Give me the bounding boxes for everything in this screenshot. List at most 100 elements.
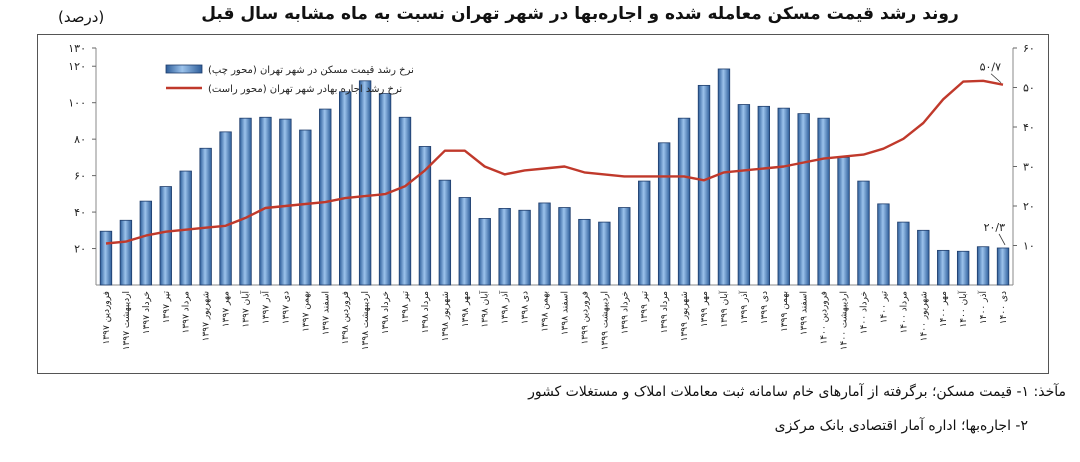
bar xyxy=(378,93,392,286)
x-tick-label: اردیبهشت ۱۳۹۷ xyxy=(122,291,132,350)
bar xyxy=(618,207,631,286)
right-tick-label: ۳۰ xyxy=(1023,161,1035,174)
legend-line-label: نرخ رشد اجاره بهادر شهر تهران (محور راست… xyxy=(208,84,402,95)
bar xyxy=(259,116,272,286)
bar xyxy=(917,229,930,286)
x-tick-label: دی ۱۳۹۷ xyxy=(281,291,291,324)
x-tick-label: اردیبهشت ۱۳۹۸ xyxy=(361,291,371,350)
annotation-rent-last: ۵۰/۷ xyxy=(980,61,1002,74)
right-tick-label: ۱۰ xyxy=(1023,240,1035,253)
annotation-rent-leader xyxy=(990,73,1002,84)
right-tick-label: ۴۰ xyxy=(1023,121,1035,134)
x-tick-label: دی ۱۴۰۰ xyxy=(999,291,1009,324)
x-tick-label: تیر ۱۳۹۸ xyxy=(401,291,411,324)
bar xyxy=(239,117,252,286)
bar xyxy=(717,68,731,286)
left-tick-label: ۴۰ xyxy=(74,206,86,219)
source-note-2: ۲- اجاره‌بها؛ اداره آمار اقتصادی بانک مر… xyxy=(774,418,1028,434)
bar xyxy=(677,117,691,286)
bar xyxy=(797,113,810,286)
x-tick-label: آذر ۱۳۹۸ xyxy=(499,291,511,325)
x-tick-label: مرداد ۱۴۰۰ xyxy=(899,291,909,334)
x-tick-label: اردیبهشت ۱۴۰۰ xyxy=(840,291,850,350)
bar xyxy=(119,219,133,286)
legend-bar-swatch xyxy=(165,64,203,74)
bar xyxy=(578,218,591,286)
annotation-price-leader xyxy=(998,233,1006,246)
bar xyxy=(139,200,153,286)
x-tick-label: خرداد ۱۳۹۹ xyxy=(620,291,630,334)
bar xyxy=(478,218,491,286)
x-tick-label: بهمن ۱۳۹۷ xyxy=(301,291,311,332)
x-tick-label: آبان ۱۳۹۹ xyxy=(718,291,730,328)
x-tick-label: آذر ۱۳۹۷ xyxy=(259,291,271,325)
bar xyxy=(757,105,770,286)
x-tick-label: آبان ۱۴۰۰ xyxy=(957,291,969,328)
x-tick-label: فروردین ۱۳۹۸ xyxy=(341,291,351,345)
legend-bar-label: نرخ رشد قیمت مسکن در شهر تهران (محور چپ) xyxy=(208,65,414,76)
bar xyxy=(179,170,192,286)
x-tick-label: مرداد ۱۳۹۹ xyxy=(660,291,670,334)
bar xyxy=(398,116,412,286)
annotation-price-last: ۲۰/۳ xyxy=(984,221,1006,234)
x-tick-label: آذر ۱۳۹۹ xyxy=(738,291,750,325)
bar xyxy=(558,207,571,286)
x-tick-label: فروردین ۱۳۹۹ xyxy=(580,291,590,345)
x-tick-label: اردیبهشت ۱۳۹۹ xyxy=(600,291,610,350)
x-tick-label: مهر ۱۴۰۰ xyxy=(939,291,949,327)
bar xyxy=(299,129,312,286)
x-tick-label: اسفند ۱۳۹۹ xyxy=(800,291,810,335)
bar xyxy=(339,91,352,286)
x-tick-label: مهر ۱۳۹۹ xyxy=(700,291,710,327)
bar xyxy=(837,156,850,286)
left-tick-label: ۱۰۰ xyxy=(68,97,86,110)
x-tick-label: تیر ۱۳۹۷ xyxy=(162,291,172,324)
bar xyxy=(219,131,232,286)
bar xyxy=(976,246,990,286)
bar xyxy=(498,208,511,286)
bar xyxy=(438,179,452,286)
x-tick-label: مهر ۱۳۹۷ xyxy=(222,291,232,327)
chart-svg: ۲۰ ۴۰ ۶۰ ۸۰ ۱۰۰ ۱۲۰ ۱۳۰ ۱۰ ۲۰ ۳۰ ۴۰ ۵۰ ۶۰ فروردین ۱۳۹… xyxy=(68,42,1035,350)
chart-title: روند رشد قیمت مسکن معامله شده و اجاره‌به… xyxy=(201,4,959,24)
x-tick-label: تیر ۱۳۹۹ xyxy=(640,291,650,324)
x-tick-label: شهریور ۱۳۹۹ xyxy=(680,291,690,341)
bar xyxy=(518,209,531,286)
bar xyxy=(358,80,372,286)
bar xyxy=(458,197,471,286)
right-tick-label: ۲۰ xyxy=(1023,200,1035,213)
bar xyxy=(877,203,890,286)
bar xyxy=(996,247,1010,286)
x-tick-label: آذر ۱۴۰۰ xyxy=(977,291,989,325)
x-tick-label: دی ۱۳۹۸ xyxy=(521,291,531,324)
right-tick-label: ۵۰ xyxy=(1023,82,1035,95)
x-tick-label: فروردین ۱۴۰۰ xyxy=(820,291,830,345)
x-tick-label: بهمن ۱۳۹۹ xyxy=(780,291,790,332)
bar xyxy=(697,84,711,286)
bar xyxy=(956,250,970,286)
bar xyxy=(737,104,751,286)
left-tick-label: ۲۰ xyxy=(74,243,86,256)
left-tick-label: ۶۰ xyxy=(74,170,86,183)
bar xyxy=(598,221,611,286)
bar xyxy=(817,117,830,286)
bar xyxy=(279,118,292,286)
source-note-1: مآخذ: ۱- قیمت مسکن؛ برگرفته از آمارهای خ… xyxy=(528,384,1066,400)
bar xyxy=(937,249,950,286)
unit-label: (درصد) xyxy=(58,8,105,26)
left-tick-label: ۸۰ xyxy=(74,133,86,146)
x-tick-label: دی ۱۳۹۹ xyxy=(760,291,770,324)
x-tick-label: خرداد ۱۴۰۰ xyxy=(859,291,869,334)
bar xyxy=(159,186,172,286)
x-tick-label: مهر ۱۳۹۸ xyxy=(461,291,471,327)
left-tick-label: ۱۳۰ xyxy=(68,42,86,55)
bar xyxy=(538,202,551,286)
right-tick-label: ۶۰ xyxy=(1023,42,1035,55)
x-tick-label: آبان ۱۳۹۷ xyxy=(240,291,252,328)
rent-growth-line xyxy=(105,79,1004,245)
bar xyxy=(897,221,910,286)
x-tick-label: خرداد ۱۳۹۷ xyxy=(142,291,152,334)
x-tick-label: بهمن ۱۳۹۸ xyxy=(541,291,551,332)
bar xyxy=(857,180,870,286)
bar xyxy=(99,230,113,286)
